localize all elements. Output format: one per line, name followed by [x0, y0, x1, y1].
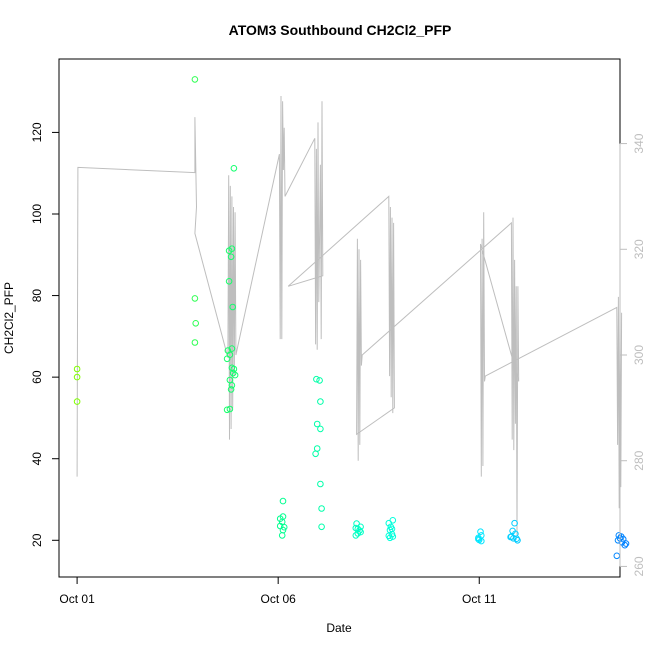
chart-title: ATOM3 Southbound CH2Cl2_PFP	[229, 22, 452, 38]
data-point	[230, 165, 238, 172]
data-point	[317, 425, 324, 433]
data-point	[317, 398, 324, 405]
data-point	[227, 386, 235, 393]
x-axis: Oct 01 Oct 06 Oct 11	[59, 576, 497, 606]
x-tick-label: Oct 11	[462, 592, 497, 606]
data-point	[226, 405, 234, 413]
data-point	[191, 339, 199, 346]
data-point	[280, 523, 288, 531]
data-point	[73, 365, 81, 373]
series-line	[76, 95, 623, 535]
data-point	[192, 320, 199, 327]
data-point	[313, 375, 320, 383]
data-point	[228, 382, 236, 389]
y2-tick-label: 320	[632, 239, 646, 259]
data-point	[228, 245, 236, 252]
data-point	[318, 523, 325, 531]
y-tick-label: 20	[30, 533, 44, 547]
data-point	[318, 505, 325, 512]
y2-tick-label: 340	[632, 133, 646, 153]
y-axis-right: 260 280 300 320 340	[619, 133, 646, 576]
y-tick-label: 60	[30, 370, 44, 384]
x-tick-label: Oct 06	[260, 592, 296, 606]
x-tick-label: Oct 01	[59, 592, 95, 606]
y-tick-label: 40	[30, 452, 44, 466]
y-axis-left: 20 40 60 80 100 120	[30, 122, 60, 547]
data-point	[316, 377, 323, 384]
data-point	[223, 406, 231, 414]
data-point	[317, 480, 324, 488]
x-axis-title: Date	[326, 621, 352, 635]
data-point	[191, 76, 199, 83]
y-axis-title: CH2Cl2_PFP	[2, 282, 16, 354]
data-point	[511, 519, 518, 527]
data-point	[507, 533, 514, 541]
data-point	[225, 278, 233, 285]
y2-tick-label: 300	[632, 345, 646, 365]
data-point	[386, 534, 394, 542]
data-point	[226, 351, 234, 359]
data-point	[278, 532, 286, 539]
data-point	[614, 537, 622, 544]
data-point	[230, 365, 238, 373]
data-point	[312, 450, 319, 458]
data-point	[621, 541, 629, 549]
left-axis-series	[73, 76, 630, 560]
data-point	[229, 303, 236, 311]
data-point	[352, 532, 360, 539]
data-point	[231, 371, 239, 379]
data-point	[191, 295, 199, 302]
data-point	[227, 253, 235, 261]
y-tick-label: 120	[30, 122, 44, 142]
y-tick-label: 100	[30, 204, 44, 224]
data-point	[73, 373, 81, 381]
data-point	[388, 530, 396, 538]
data-point	[224, 347, 232, 354]
data-point	[389, 517, 397, 524]
data-point	[475, 535, 482, 543]
data-point	[279, 497, 287, 505]
data-point	[229, 369, 237, 377]
data-point	[357, 528, 364, 536]
y-tick-label: 80	[30, 289, 44, 303]
data-point	[313, 420, 321, 428]
right-axis-series	[76, 95, 623, 535]
data-point	[73, 398, 81, 405]
y2-tick-label: 280	[632, 450, 646, 470]
data-point	[228, 345, 236, 352]
data-point	[622, 540, 630, 547]
data-point	[477, 528, 484, 536]
y2-tick-label: 260	[632, 556, 646, 576]
data-point	[514, 537, 521, 544]
